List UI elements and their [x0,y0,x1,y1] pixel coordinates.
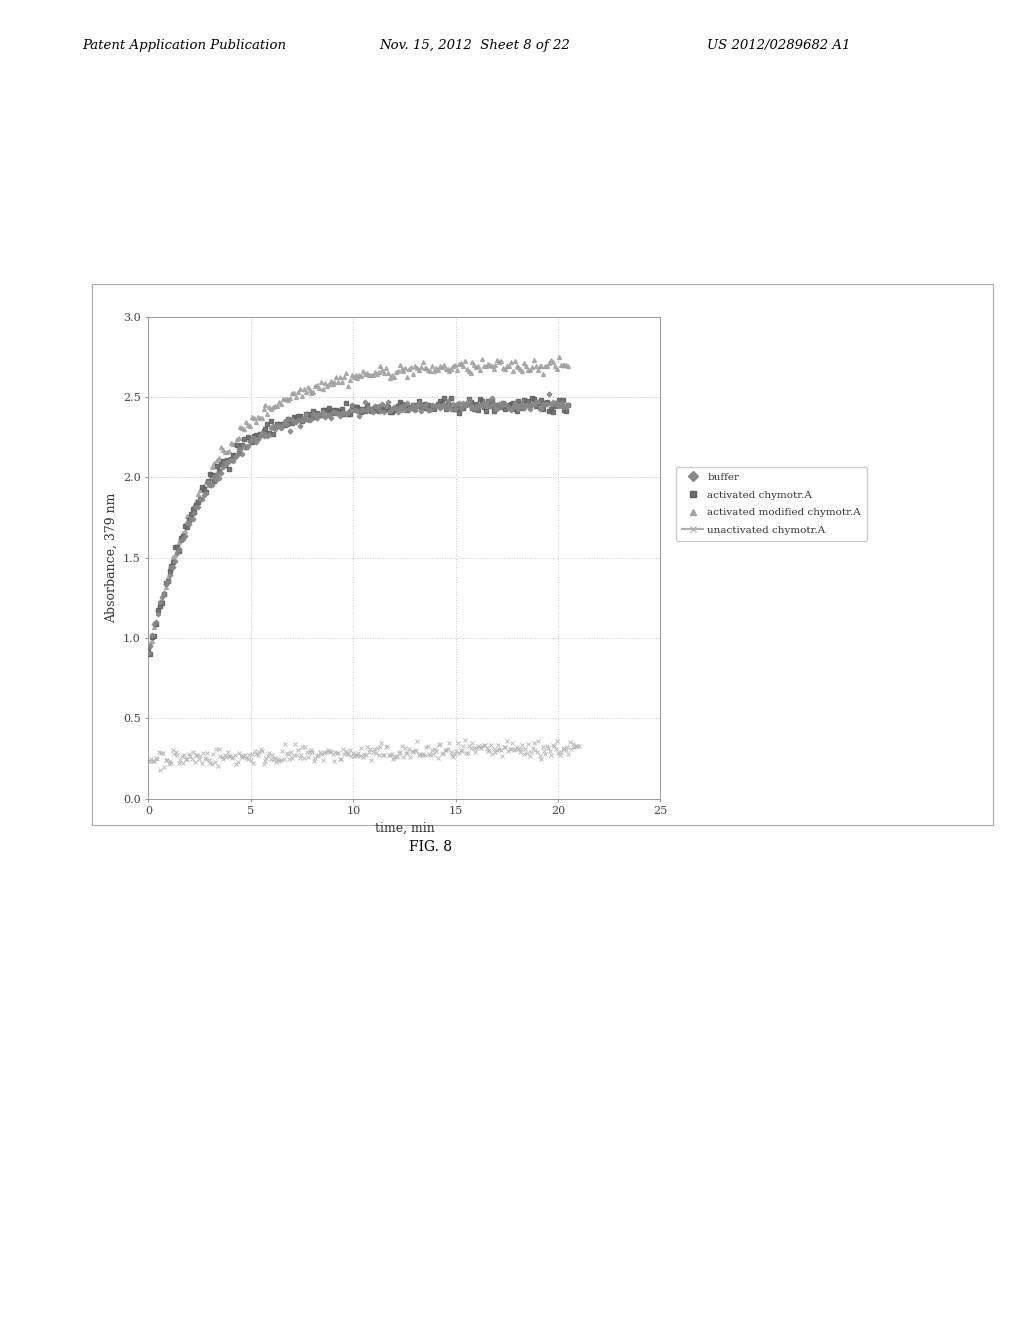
Text: Patent Application Publication: Patent Application Publication [82,38,286,51]
Text: US 2012/0289682 A1: US 2012/0289682 A1 [707,38,850,51]
Text: Nov. 15, 2012  Sheet 8 of 22: Nov. 15, 2012 Sheet 8 of 22 [379,38,569,51]
Legend: buffer, activated chymotr.A, activated modified chymotr.A, unactivated chymotr.A: buffer, activated chymotr.A, activated m… [676,466,867,541]
X-axis label: time, min: time, min [375,822,434,834]
Y-axis label: Absorbance, 379 nm: Absorbance, 379 nm [104,492,118,623]
Text: FIG. 8: FIG. 8 [409,841,452,854]
